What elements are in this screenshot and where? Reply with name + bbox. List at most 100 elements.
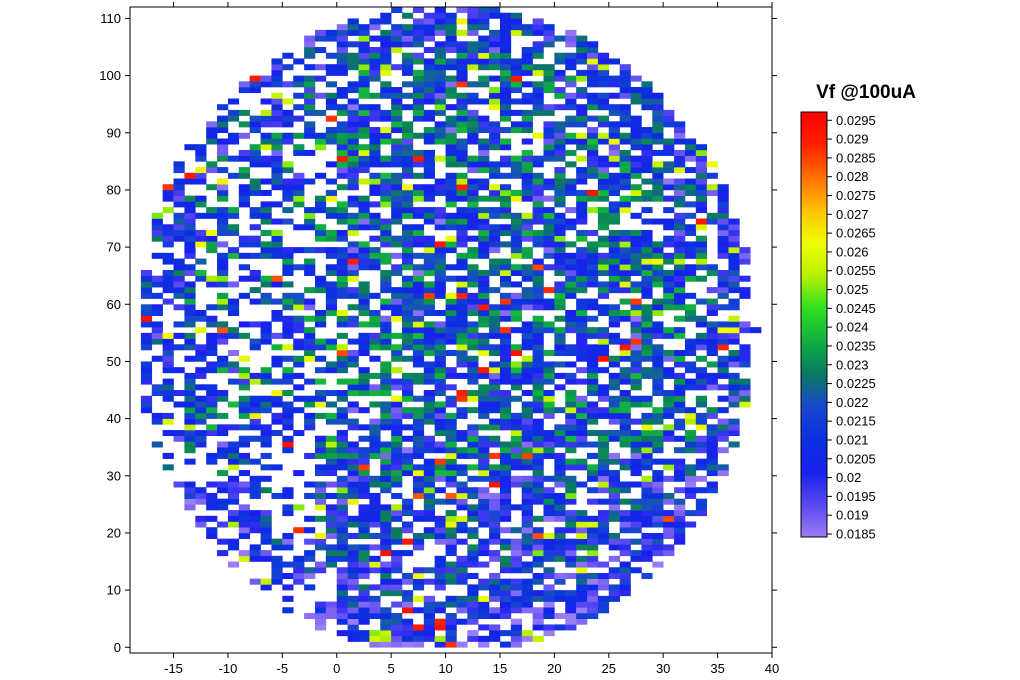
- die-cell: [391, 567, 403, 574]
- die-cell: [260, 378, 272, 385]
- die-cell: [587, 532, 599, 539]
- die-cell: [336, 69, 348, 76]
- die-cell: [402, 407, 414, 414]
- die-cell: [423, 464, 435, 471]
- die-cell: [489, 498, 501, 505]
- die-cell: [140, 275, 153, 282]
- die-cell: [293, 144, 305, 151]
- die-cell: [587, 401, 599, 408]
- die-cell: [347, 212, 359, 219]
- die-cell: [282, 418, 294, 425]
- die-cell: [565, 372, 577, 379]
- die-cell: [619, 184, 631, 191]
- die-cell: [402, 572, 414, 579]
- die-cell: [434, 258, 446, 265]
- die-cell: [140, 378, 153, 385]
- die-cell: [543, 247, 555, 254]
- die-cell: [456, 407, 468, 414]
- die-cell: [674, 401, 686, 408]
- die-cell: [249, 321, 261, 328]
- die-cell: [336, 138, 348, 145]
- die-cell: [271, 138, 283, 145]
- die-cell: [478, 75, 490, 82]
- die-cell: [456, 98, 468, 105]
- die-cell: [456, 578, 468, 585]
- die-cell: [271, 378, 283, 385]
- die-cell: [619, 138, 631, 145]
- die-cell: [445, 510, 457, 517]
- die-cell: [369, 607, 381, 614]
- die-cell: [532, 372, 544, 379]
- die-cell: [336, 252, 348, 259]
- die-cell: [684, 241, 697, 248]
- die-cell: [271, 247, 283, 254]
- die-cell: [608, 287, 620, 294]
- die-cell: [674, 458, 686, 465]
- die-cell: [532, 538, 544, 545]
- die-cell: [587, 361, 599, 368]
- die-cell: [510, 18, 523, 25]
- die-cell: [423, 218, 435, 225]
- die-cell: [499, 555, 512, 562]
- die-cell: [663, 235, 675, 242]
- die-cell: [434, 264, 446, 271]
- die-cell: [380, 87, 392, 94]
- die-cell: [423, 344, 435, 351]
- die-cell: [663, 269, 675, 276]
- die-cell: [412, 355, 425, 362]
- die-cell: [412, 52, 425, 59]
- die-cell: [619, 309, 631, 317]
- die-cell: [227, 452, 240, 459]
- die-cell: [532, 367, 544, 374]
- die-cell: [391, 538, 403, 545]
- die-cell: [489, 235, 501, 242]
- die-cell: [325, 104, 338, 111]
- die-cell: [674, 378, 686, 385]
- die-cell: [358, 372, 370, 379]
- die-cell: [456, 338, 468, 345]
- die-cell: [293, 178, 305, 185]
- die-cell: [739, 258, 751, 265]
- die-cell: [695, 155, 708, 162]
- die-cell: [576, 464, 588, 471]
- die-cell: [717, 367, 729, 374]
- die-cell: [684, 361, 697, 368]
- die-cell: [456, 47, 468, 54]
- die-cell: [412, 321, 425, 328]
- die-cell: [695, 372, 708, 379]
- die-cell: [597, 178, 610, 185]
- die-cell: [695, 149, 708, 156]
- die-cell: [630, 361, 642, 368]
- die-cell: [554, 435, 566, 442]
- die-cell: [587, 327, 599, 334]
- die-cell: [521, 361, 533, 368]
- die-cell: [510, 561, 523, 568]
- die-cell: [684, 269, 697, 276]
- die-cell: [282, 504, 294, 511]
- die-cell: [478, 515, 490, 522]
- die-cell: [260, 281, 272, 288]
- die-cell: [412, 424, 425, 431]
- die-cell: [565, 521, 577, 528]
- die-cell: [402, 292, 414, 299]
- die-cell: [565, 390, 577, 397]
- die-cell: [478, 207, 490, 214]
- die-cell: [260, 578, 272, 585]
- die-cell: [608, 121, 620, 128]
- die-cell: [227, 441, 240, 448]
- die-cell: [597, 464, 610, 471]
- die-cell: [521, 58, 533, 65]
- die-cell: [380, 287, 392, 294]
- die-cell: [347, 52, 359, 59]
- die-cell: [445, 424, 457, 431]
- die-cell: [195, 229, 207, 236]
- die-cell: [467, 47, 479, 54]
- die-cell: [467, 12, 479, 19]
- die-cell: [576, 189, 588, 196]
- colorbar-tick-label: 0.02: [836, 470, 861, 485]
- die-cell: [597, 167, 610, 174]
- die-cell: [608, 538, 620, 545]
- die-cell: [695, 247, 708, 254]
- die-cell: [347, 201, 359, 208]
- die-cell: [369, 132, 381, 139]
